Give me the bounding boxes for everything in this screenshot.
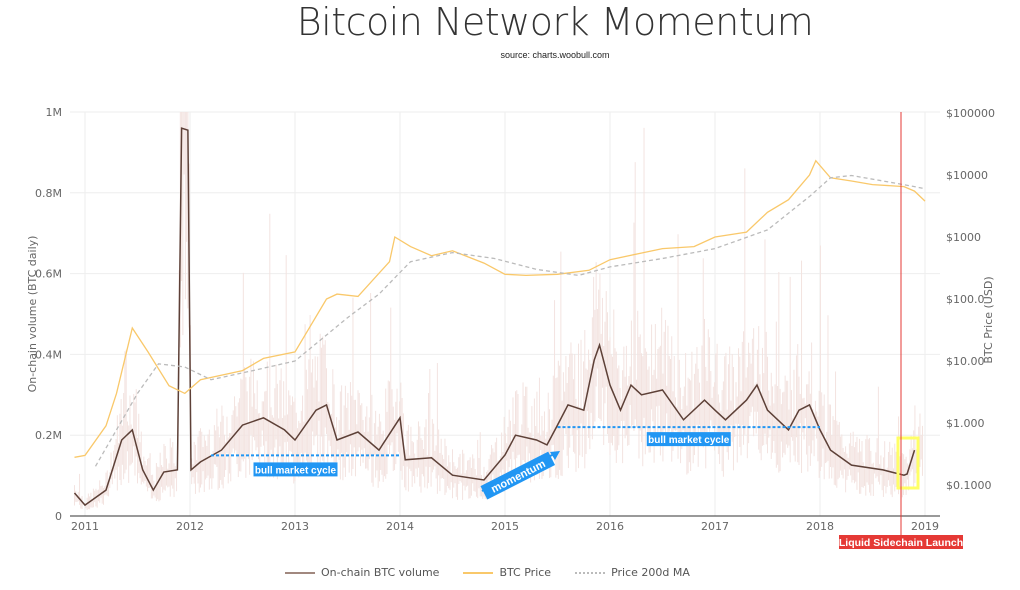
arrow-head-icon [550,451,560,460]
event-label: Liquid Sidechain Launch [839,537,963,549]
series-line-price-200d-ma [94,174,926,467]
y2-tick-label: $10000 [946,169,988,182]
x-tick-label: 2015 [491,520,519,533]
legend-label: Price 200d MA [611,566,690,579]
legend-swatch [575,571,606,574]
legend-swatch [285,571,315,574]
series-line-btc-price [74,159,926,458]
y-tick-label: 0.6M [35,268,62,281]
x-tick-label: 2018 [806,520,834,533]
x-tick-label: 2019 [911,520,939,533]
y2-tick-label: $0.1000 [946,479,992,492]
legend-swatch [463,571,494,574]
event-label-bg [839,535,963,549]
chart-subtitle: source: charts.woobull.com [500,50,610,60]
y-tick-label: 0.8M [35,187,62,200]
y-tick-label: 1M [46,106,63,119]
y-tick-label: 0 [55,510,62,523]
x-tick-label: 2013 [281,520,309,533]
legend-label: BTC Price [499,566,552,579]
bull-market-label: bull market cycle [255,465,337,476]
legend-item[interactable]: Price 200d MA [575,566,690,579]
x-tick-label: 2017 [701,520,729,533]
y2-tick-label: $100.0 [946,293,985,306]
x-tick-label: 2016 [596,520,624,533]
series-line-on-chain-btc-volume [73,127,916,507]
legend-item[interactable]: BTC Price [463,566,551,579]
y2-tick-label: $1000 [946,231,981,244]
x-tick-label: 2012 [176,520,204,533]
chart-title: Bitcoin Network Momentum [296,0,814,44]
y2-axis-title: BTC Price (USD) [982,276,995,363]
legend-label: On-chain BTC volume [321,566,440,579]
y-axis-title: On-chain volume (BTC daily) [26,236,39,393]
y-tick-label: 0.2M [35,429,62,442]
legend-item[interactable]: On-chain BTC volume [285,566,439,579]
highlight-box [896,436,920,490]
legend: On-chain BTC volume BTC Price Price 200d M… [285,566,690,579]
bull-market-label-bg [253,462,338,477]
x-tick-label: 2011 [71,520,99,533]
y-tick-label: 0.4M [35,348,62,361]
y2-tick-label: $1.000 [946,417,985,430]
bull-market-label-bg [646,432,731,447]
x-tick-label: 2014 [386,520,414,533]
y2-tick-label: $100000 [946,107,995,120]
bull-market-label: bull market cycle [648,435,730,446]
y2-tick-label: $10.00 [946,355,985,368]
momentum-label-bg [480,451,556,500]
